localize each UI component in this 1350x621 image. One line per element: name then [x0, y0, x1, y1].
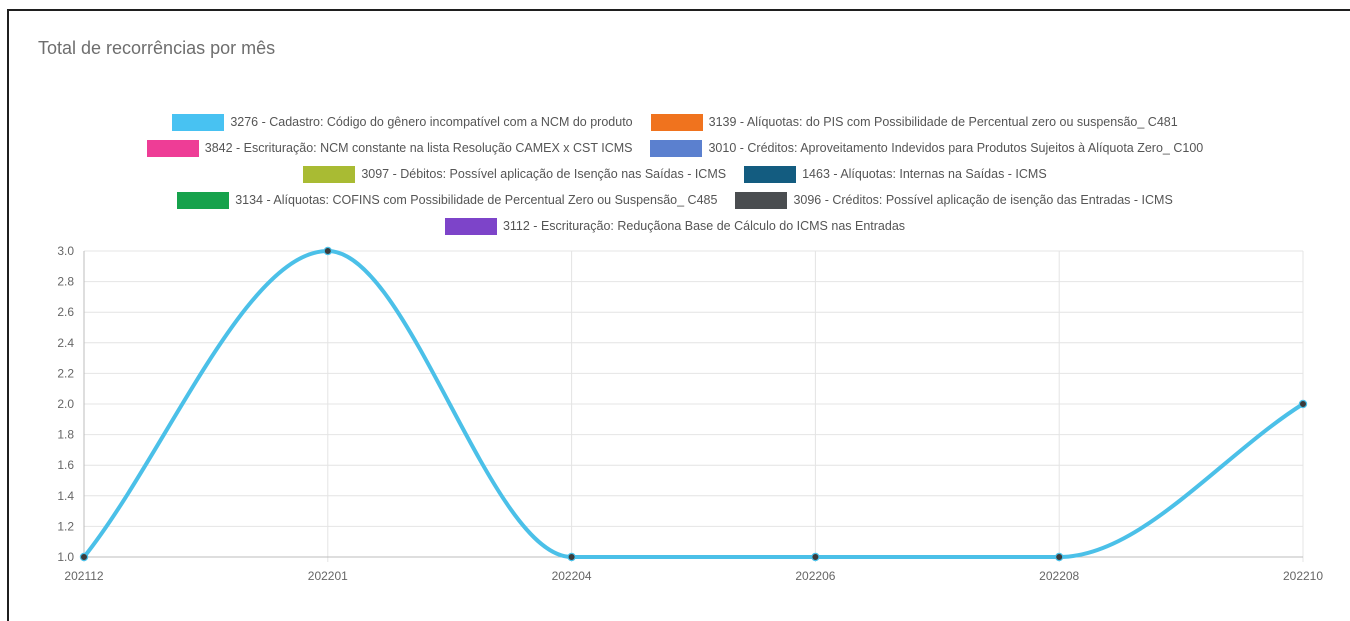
legend-item[interactable]: 3097 - Débitos: Possível aplicação de Is…: [303, 165, 727, 183]
legend-row: 3842 - Escrituração: NCM constante na li…: [0, 138, 1350, 158]
legend-item[interactable]: 1463 - Alíquotas: Internas na Saídas - I…: [744, 165, 1047, 183]
x-tick-label: 202204: [552, 569, 592, 583]
data-point: [811, 552, 820, 562]
legend-label: 1463 - Alíquotas: Internas na Saídas - I…: [802, 167, 1047, 181]
legend-label: 3139 - Alíquotas: do PIS com Possibilida…: [708, 115, 1178, 129]
legend-row: 3276 - Cadastro: Código do gênero incomp…: [0, 112, 1350, 132]
data-point: [567, 552, 576, 562]
legend-swatch: [735, 191, 788, 209]
legend-swatch: [650, 113, 703, 131]
legend-item[interactable]: 3112 - Escrituração: Reduçãona Base de C…: [444, 217, 906, 235]
x-tick-label: 202208: [1039, 569, 1079, 583]
data-point: [1054, 552, 1064, 562]
legend-swatch: [172, 113, 225, 131]
legend-label: 3112 - Escrituração: Reduçãona Base de C…: [502, 219, 906, 233]
legend-label: 3097 - Débitos: Possível aplicação de Is…: [361, 167, 727, 181]
y-tick-label: 1.8: [57, 428, 74, 442]
legend-label: 3096 - Créditos: Possível aplicação de i…: [793, 193, 1173, 207]
legend-item[interactable]: 3842 - Escrituração: NCM constante na li…: [146, 139, 633, 157]
series-line: [82, 248, 1305, 560]
chart-panel: [7, 9, 1350, 621]
legend-item[interactable]: 3139 - Alíquotas: do PIS com Possibilida…: [650, 113, 1178, 131]
y-tick-label: 1.6: [57, 458, 74, 472]
legend-swatch: [444, 217, 497, 235]
y-tick-label: 2.2: [57, 366, 74, 380]
legend-label: 3010 - Créditos: Aproveitamento Indevido…: [708, 141, 1204, 155]
y-tick-label: 2.0: [57, 397, 74, 411]
legend-item[interactable]: 3276 - Cadastro: Código do gênero incomp…: [172, 113, 633, 131]
y-tick-label: 1.0: [57, 550, 74, 564]
legend-swatch: [650, 139, 703, 157]
x-tick-label: 202112: [64, 569, 103, 583]
legend-swatch: [744, 165, 797, 183]
legend-swatch: [146, 139, 199, 157]
data-point: [79, 552, 89, 562]
legend-item[interactable]: 3096 - Créditos: Possível aplicação de i…: [735, 191, 1173, 209]
y-tick-label: 2.6: [57, 305, 74, 319]
x-tick-label: 202210: [1283, 569, 1323, 583]
y-tick-label: 2.4: [57, 336, 74, 350]
legend-row: 3112 - Escrituração: Reduçãona Base de C…: [0, 216, 1350, 236]
legend-swatch: [303, 165, 356, 183]
legend-row: 3097 - Débitos: Possível aplicação de Is…: [0, 164, 1350, 184]
legend-swatch: [177, 191, 230, 209]
y-tick-label: 1.4: [57, 489, 74, 503]
y-tick-label: 1.2: [57, 519, 74, 533]
y-tick-label: 2.8: [57, 275, 74, 289]
legend-label: 3276 - Cadastro: Código do gênero incomp…: [230, 115, 633, 129]
legend-label: 3842 - Escrituração: NCM constante na li…: [204, 141, 633, 155]
legend-item[interactable]: 3010 - Créditos: Aproveitamento Indevido…: [650, 139, 1204, 157]
y-tick-label: 3.0: [57, 244, 74, 258]
data-point: [323, 246, 332, 256]
legend-label: 3134 - Alíquotas: COFINS com Possibilida…: [235, 193, 718, 207]
data-point: [1298, 399, 1308, 409]
panel-title: Total de recorrências por mês: [38, 38, 276, 58]
x-tick-label: 202206: [795, 569, 835, 583]
legend-item[interactable]: 3134 - Alíquotas: COFINS com Possibilida…: [177, 191, 718, 209]
legend-row: 3134 - Alíquotas: COFINS com Possibilida…: [0, 190, 1350, 210]
x-tick-label: 202201: [308, 569, 348, 583]
